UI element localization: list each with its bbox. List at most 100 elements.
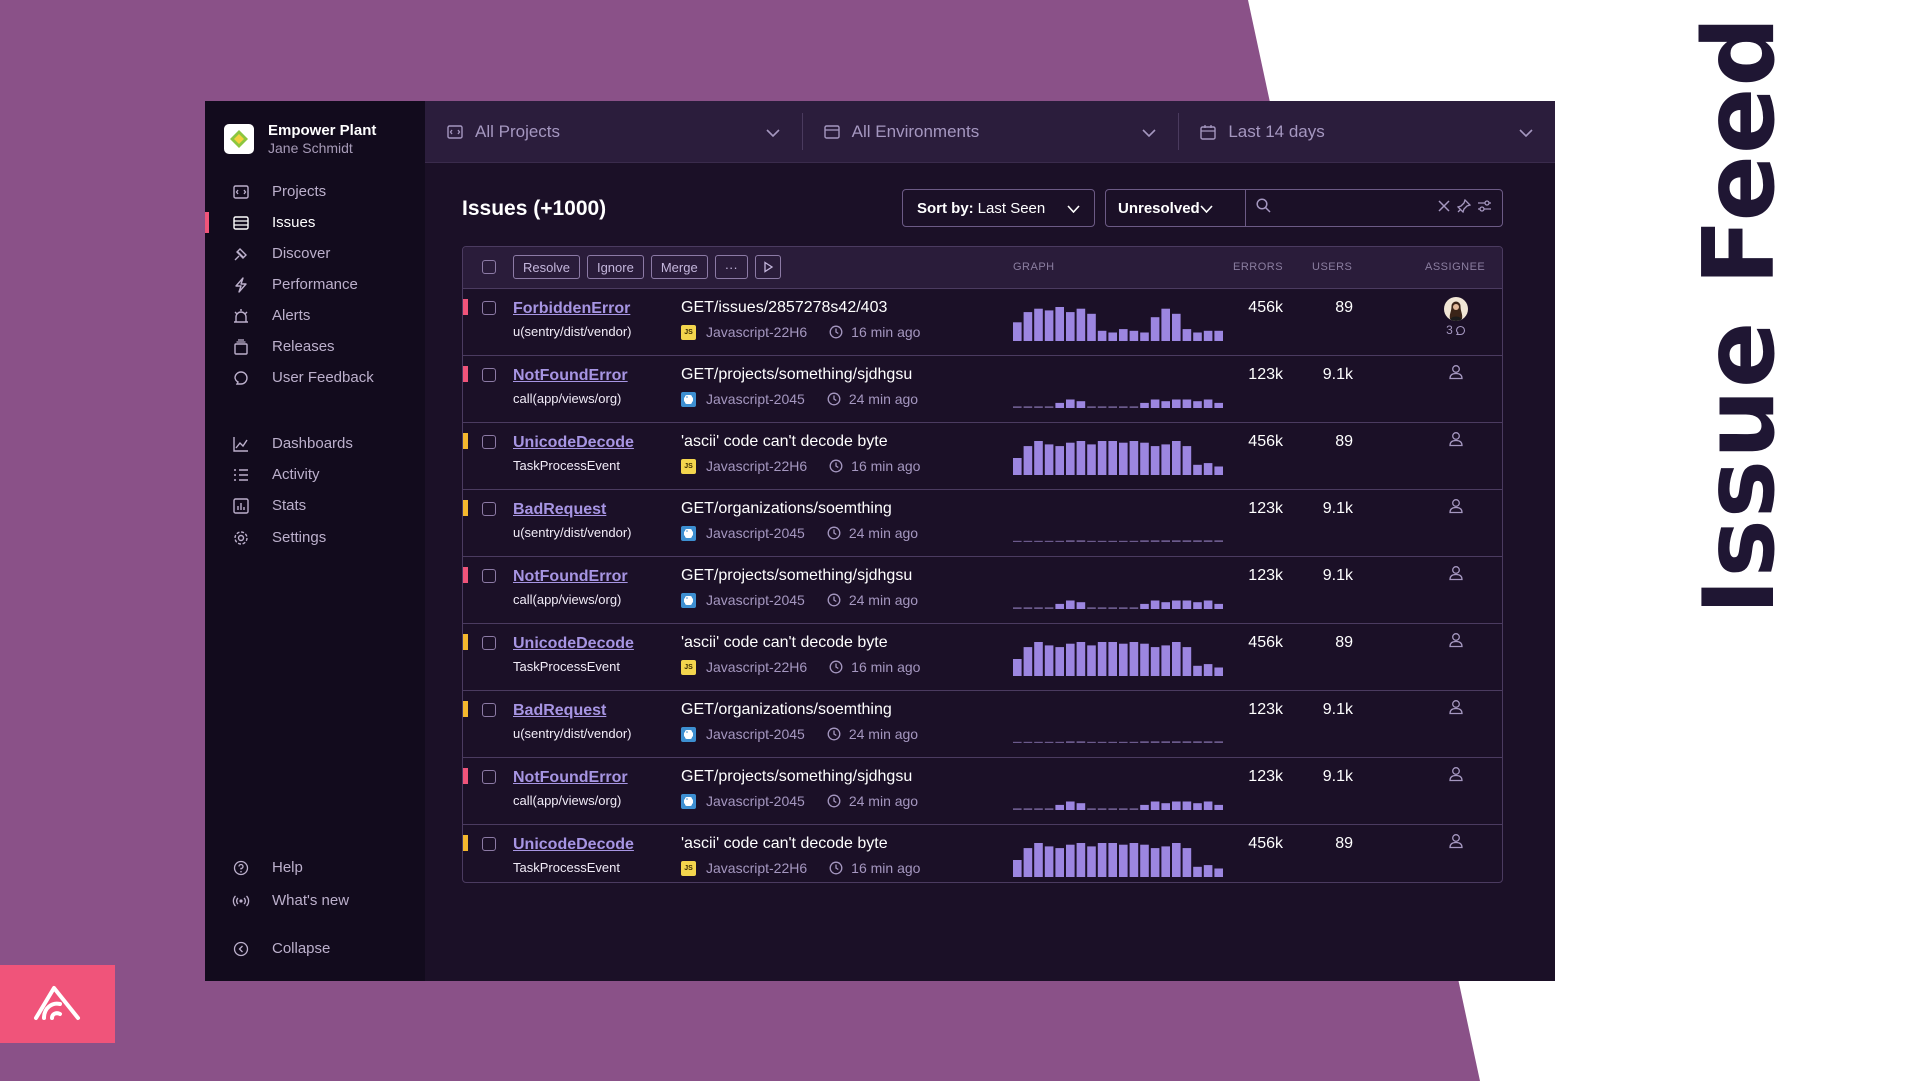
- assignee: [1431, 833, 1481, 854]
- level-indicator: [463, 433, 468, 449]
- row-checkbox[interactable]: [482, 569, 496, 583]
- sort-dropdown[interactable]: Sort by: Last Seen: [902, 189, 1095, 227]
- search-box: [1246, 190, 1502, 226]
- row-checkbox[interactable]: [482, 703, 496, 717]
- sidebar-item-user-feedback[interactable]: User Feedback: [205, 362, 425, 393]
- table-row[interactable]: UnicodeDecode TaskProcessEvent 'ascii' cod…: [463, 624, 1502, 691]
- org-switcher[interactable]: Empower Plant Jane Schmidt: [224, 122, 376, 156]
- trend-bar: [1214, 603, 1223, 609]
- sidebar-item-whats-new[interactable]: What's new: [205, 884, 425, 917]
- table-row[interactable]: BadRequest u(sentry/dist/vendor) GET/organ…: [463, 490, 1502, 557]
- project-filter[interactable]: All Projects: [425, 101, 802, 162]
- resolve-button[interactable]: Resolve: [513, 255, 580, 279]
- trend-bar: [1076, 308, 1086, 341]
- trend-bar: [1129, 406, 1139, 408]
- avatar[interactable]: [1444, 297, 1468, 321]
- issue-title-link[interactable]: BadRequest: [513, 501, 607, 518]
- play-button[interactable]: [754, 255, 781, 279]
- activity-icon: [232, 466, 250, 484]
- trend-bar: [1044, 645, 1054, 676]
- issue-title-link[interactable]: BadRequest: [513, 702, 607, 719]
- trend-bar: [1076, 441, 1086, 475]
- sidebar-item-activity[interactable]: Activity: [205, 459, 425, 490]
- trend-bar: [1129, 607, 1139, 609]
- sidebar-item-discover[interactable]: Discover: [205, 238, 425, 269]
- trend-bar: [1150, 540, 1160, 542]
- comment-count[interactable]: 3: [1446, 323, 1466, 337]
- table-row[interactable]: ForbiddenError u(sentry/dist/vendor) GET/i…: [463, 289, 1502, 356]
- sidebar-item-label: User Feedback: [272, 369, 374, 386]
- slide-title: Issue Feed: [1683, 15, 1797, 615]
- unassigned-user-icon[interactable]: [1448, 833, 1464, 854]
- issue-title-link[interactable]: UnicodeDecode: [513, 434, 634, 451]
- trend-bar: [1214, 741, 1223, 743]
- stats-icon: [232, 497, 250, 515]
- sidebar-item-performance[interactable]: Performance: [205, 269, 425, 300]
- sidebar-item-stats[interactable]: Stats: [205, 490, 425, 521]
- sidebar-item-collapse[interactable]: Collapse: [205, 933, 425, 964]
- issue-title-link[interactable]: ForbiddenError: [513, 300, 631, 317]
- date-range-filter[interactable]: Last 14 days: [1178, 101, 1555, 162]
- sidebar-item-dashboards[interactable]: Dashboards: [205, 428, 425, 459]
- row-checkbox[interactable]: [482, 502, 496, 516]
- user-count: 9.1k: [1322, 701, 1353, 718]
- sidebar-item-settings[interactable]: Settings: [205, 522, 425, 553]
- unassigned-user-icon[interactable]: [1448, 431, 1464, 452]
- trend-bar: [1140, 402, 1149, 408]
- status-dropdown[interactable]: Unresolved: [1106, 190, 1246, 226]
- trend-bar: [1087, 846, 1096, 877]
- issue-title-link[interactable]: NotFoundError: [513, 568, 628, 585]
- issue-title-link[interactable]: NotFoundError: [513, 367, 628, 384]
- trend-bar: [1013, 540, 1022, 542]
- sidebar-item-releases[interactable]: Releases: [205, 331, 425, 362]
- table-row[interactable]: UnicodeDecode TaskProcessEvent 'ascii' cod…: [463, 423, 1502, 490]
- issues-header: Issues (+1000) Sort by: Last Seen Unreso…: [462, 189, 1503, 229]
- table-row[interactable]: UnicodeDecode TaskProcessEvent 'ascii' cod…: [463, 825, 1502, 882]
- row-checkbox[interactable]: [482, 770, 496, 784]
- row-checkbox[interactable]: [482, 636, 496, 650]
- level-indicator: [463, 768, 468, 784]
- sidebar-item-alerts[interactable]: Alerts: [205, 300, 425, 331]
- row-checkbox[interactable]: [482, 435, 496, 449]
- unassigned-user-icon[interactable]: [1448, 565, 1464, 586]
- issue-title-link[interactable]: UnicodeDecode: [513, 635, 634, 652]
- issue-message: 'ascii' code can't decode byte: [681, 433, 888, 450]
- sidebar-item-help[interactable]: Help: [205, 851, 425, 884]
- row-checkbox[interactable]: [482, 368, 496, 382]
- table-row[interactable]: BadRequest u(sentry/dist/vendor) GET/organ…: [463, 691, 1502, 758]
- unassigned-user-icon[interactable]: [1448, 498, 1464, 519]
- chevron-down-icon: [1067, 200, 1080, 217]
- select-all-checkbox[interactable]: [482, 260, 496, 274]
- trend-bar: [1013, 860, 1022, 877]
- issue-culprit: TaskProcessEvent: [513, 458, 620, 473]
- clear-icon[interactable]: [1437, 199, 1451, 218]
- row-checkbox[interactable]: [482, 837, 496, 851]
- pin-icon[interactable]: [1456, 198, 1472, 218]
- row-checkbox[interactable]: [482, 301, 496, 315]
- issue-title-link[interactable]: NotFoundError: [513, 769, 628, 786]
- unassigned-user-icon[interactable]: [1448, 766, 1464, 787]
- unassigned-user-icon[interactable]: [1448, 364, 1464, 385]
- project-name: Javascript-2045: [706, 391, 805, 407]
- unassigned-user-icon[interactable]: [1448, 699, 1464, 720]
- issue-title-link[interactable]: UnicodeDecode: [513, 836, 634, 853]
- table-row[interactable]: NotFoundError call(app/views/org) GET/proj…: [463, 356, 1502, 423]
- sidebar-item-issues[interactable]: Issues: [205, 207, 425, 238]
- filter-settings-icon[interactable]: [1477, 199, 1492, 218]
- user-count: 9.1k: [1322, 366, 1353, 383]
- environment-filter[interactable]: All Environments: [801, 101, 1179, 162]
- unassigned-user-icon[interactable]: [1448, 632, 1464, 653]
- search-input[interactable]: [1279, 198, 1437, 218]
- ignore-button[interactable]: Ignore: [586, 255, 644, 279]
- user-feedback-icon: [232, 369, 250, 387]
- clock-icon: [827, 727, 841, 741]
- trend-bar: [1214, 868, 1223, 877]
- sidebar-item-projects[interactable]: Projects: [205, 176, 425, 207]
- issue-culprit: TaskProcessEvent: [513, 860, 620, 875]
- table-row[interactable]: NotFoundError call(app/views/org) GET/proj…: [463, 758, 1502, 825]
- more-actions-button[interactable]: ···: [714, 255, 748, 279]
- trend-bar: [1193, 803, 1202, 810]
- trend-bar: [1214, 804, 1223, 810]
- table-row[interactable]: NotFoundError call(app/views/org) GET/proj…: [463, 557, 1502, 624]
- merge-button[interactable]: Merge: [650, 255, 708, 279]
